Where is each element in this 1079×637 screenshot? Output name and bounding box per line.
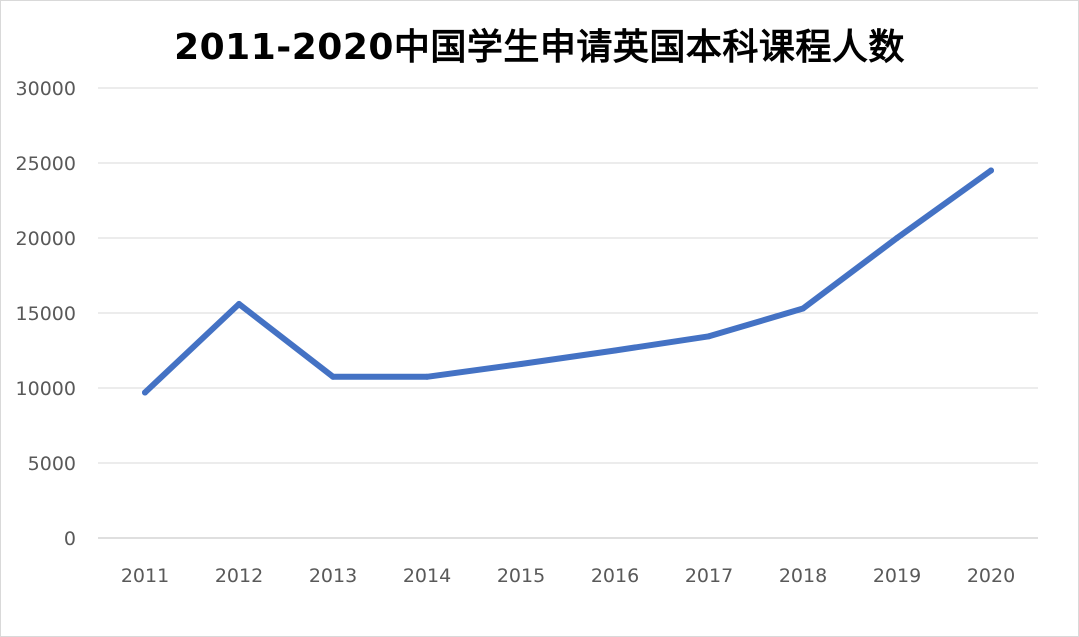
x-tick-label: 2020	[967, 565, 1015, 587]
y-axis-tick-labels: 0 5000 10000 15000 20000 25000 30000	[16, 78, 76, 550]
chart-title: 2011-2020中国学生申请英国本科课程人数	[174, 27, 905, 68]
data-point	[330, 373, 336, 380]
series-line	[142, 167, 994, 396]
y-tick-label: 10000	[16, 378, 76, 400]
data-point	[424, 373, 430, 380]
y-tick-label: 25000	[16, 153, 76, 175]
data-point	[236, 301, 242, 307]
data-point	[612, 347, 618, 354]
x-tick-label: 2014	[403, 565, 451, 587]
data-point	[706, 333, 712, 340]
x-tick-label: 2011	[121, 565, 169, 587]
data-point	[800, 305, 806, 312]
x-tick-label: 2015	[497, 565, 545, 587]
y-tick-label: 15000	[16, 303, 76, 325]
series-layer	[142, 167, 994, 396]
y-tick-label: 5000	[28, 453, 76, 475]
data-point	[894, 235, 900, 241]
x-tick-label: 2019	[873, 565, 921, 587]
x-tick-label: 2017	[685, 565, 733, 587]
x-tick-label: 2013	[309, 565, 357, 587]
y-tick-label: 20000	[16, 228, 76, 250]
x-tick-label: 2012	[215, 565, 263, 587]
x-tick-label: 2018	[779, 565, 827, 587]
data-point	[142, 389, 148, 396]
x-tick-label: 2016	[591, 565, 639, 587]
y-tick-label: 0	[64, 528, 76, 550]
data-point	[518, 361, 524, 367]
data-point	[988, 167, 994, 174]
x-axis-tick-labels: 2011 2012 2013 2014 2015 2016 2017 2018 2019 2020	[121, 565, 1015, 587]
gridlines	[98, 87, 1038, 539]
y-tick-label: 30000	[16, 78, 76, 100]
